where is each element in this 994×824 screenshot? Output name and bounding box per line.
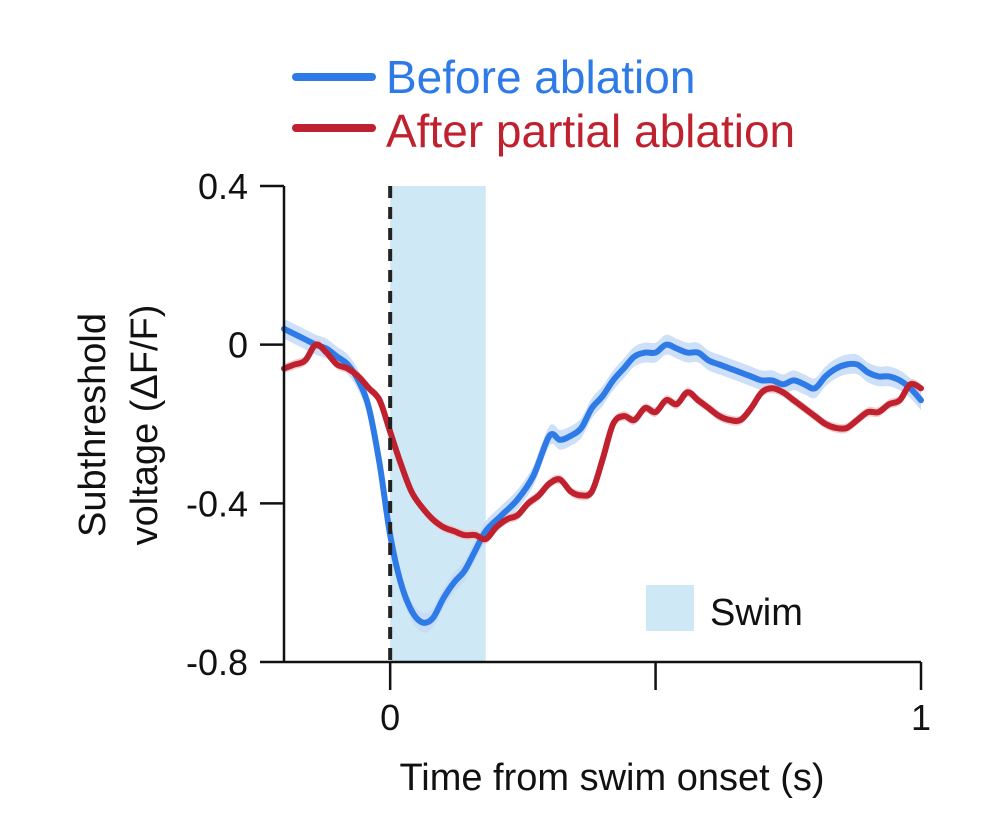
y-axis: 0.4 0 -0.4 -0.8 [186,166,286,683]
y-tick-label: -0.4 [186,483,248,524]
swim-window-shade [390,186,486,662]
y-tick-label: -0.8 [186,642,248,683]
x-tick-label: 0 [380,697,400,738]
swim-legend-swatch [646,585,694,631]
y-tick-label: 0 [228,325,248,366]
series-line-after [281,341,924,543]
series-line-before [281,325,924,626]
y-ticks: 0.4 0 -0.4 -0.8 [186,166,284,683]
y-axis-title-line2: voltage (ΔF/F) [124,305,166,546]
y-axis-title: Subthreshold voltage (ΔF/F) [72,305,166,546]
x-axis-title: Time from swim onset (s) [399,757,824,799]
legend-label-before: Before ablation [386,51,695,103]
swim-legend: Swim [646,585,803,634]
x-tick-label: 1 [911,697,931,738]
y-axis-title-line1: Subthreshold [72,313,114,537]
legend-label-after: After partial ablation [386,105,795,157]
legend: Before ablation After partial ablation [292,51,795,157]
y-tick-label: 0.4 [198,166,248,207]
series-lines [281,325,924,626]
plot-area [281,186,924,662]
swim-legend-label: Swim [710,592,803,634]
